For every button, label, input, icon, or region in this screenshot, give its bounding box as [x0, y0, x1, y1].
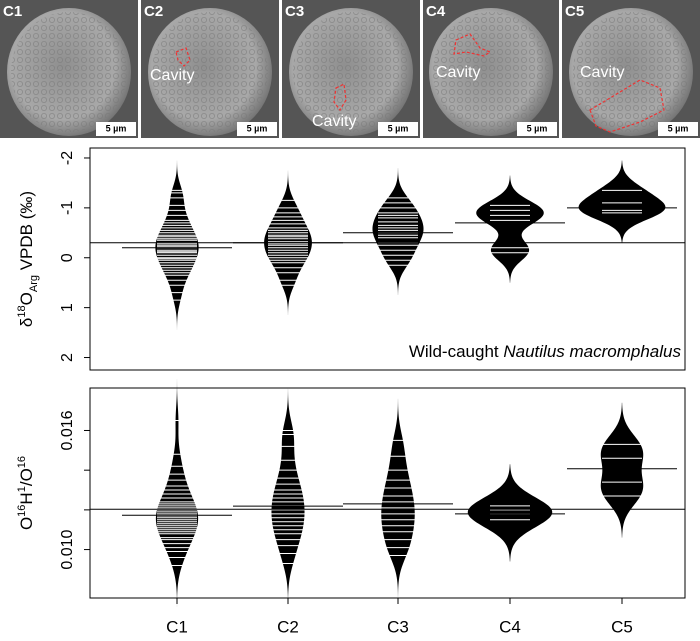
y-axis-label-part: /O	[17, 468, 36, 486]
sem-image: C5 Cavity 5 µm	[562, 0, 700, 138]
y-axis-label-part: O	[17, 292, 36, 305]
x-tick-label: C2	[277, 617, 299, 636]
cavity-label: Cavity	[312, 113, 356, 130]
scale-label: 5 µm	[247, 123, 268, 133]
cavity-outline	[453, 33, 492, 57]
y-axis-label-part: VPDB (‰)	[17, 191, 36, 275]
scale-label: 5 µm	[106, 123, 127, 133]
scale-box	[378, 122, 418, 136]
sem-image: C1 5 µm	[0, 0, 138, 138]
y-axis-label-part: Arg	[28, 275, 40, 292]
y-tick-label: -2	[59, 151, 76, 165]
cavity-outline	[175, 47, 191, 67]
scale-label: 5 µm	[527, 123, 548, 133]
cavity-outline	[589, 79, 665, 133]
y-axis-label-part: H	[17, 492, 36, 504]
cavity-label: Cavity	[580, 64, 624, 81]
scale-box	[658, 122, 698, 136]
y-axis-label-part: 16	[16, 505, 28, 517]
y-tick-label: 0	[59, 253, 76, 262]
scale-label: 5 µm	[668, 123, 689, 133]
y-tick-label: 2	[59, 353, 76, 362]
specimen-texture	[293, 12, 409, 132]
image-label: C5	[565, 3, 584, 20]
x-tick-label: C3	[387, 617, 409, 636]
sem-image: C3 Cavity 5 µm	[282, 0, 420, 138]
scale-label: 5 µm	[388, 123, 409, 133]
annotation: Wild-caught Nautilus macromphalus	[409, 342, 682, 361]
y-tick-label: 1	[59, 303, 76, 312]
violin	[476, 175, 544, 283]
violin	[155, 378, 199, 608]
violin	[372, 167, 424, 296]
plot-frame	[89, 147, 686, 371]
image-label: C3	[285, 3, 304, 20]
y-tick-label: 0.010	[59, 529, 76, 569]
cavity-outline	[333, 83, 347, 112]
y-tick-label: -1	[59, 201, 76, 215]
y-axis-label: δ18OArg VPDB (‰)	[16, 191, 40, 327]
violin	[381, 398, 415, 598]
specimen-texture	[433, 12, 549, 132]
cavity-label: Cavity	[150, 67, 194, 84]
violin	[578, 160, 666, 243]
annotation-italic: Nautilus macromphalus	[503, 342, 681, 361]
violin	[467, 464, 553, 562]
image-label: C2	[144, 3, 163, 20]
scale-box	[96, 122, 136, 136]
specimen-texture	[152, 12, 268, 132]
plot-frame	[89, 387, 686, 599]
x-tick-label: C1	[166, 617, 188, 636]
image-label: C1	[3, 3, 22, 20]
y-axis-label-part: 16	[16, 456, 28, 468]
sem-image: C4 Cavity 5 µm	[423, 0, 559, 138]
y-axis-label-part: O	[17, 517, 36, 530]
sem-image: C2 Cavity 5 µm	[141, 0, 279, 138]
y-axis-label-part: δ	[17, 318, 36, 327]
x-tick-label: C5	[611, 617, 633, 636]
specimen-texture	[11, 12, 127, 132]
annotation-text: Wild-caught	[409, 342, 499, 361]
y-axis-label: O16H1/O16	[16, 456, 37, 530]
image-label: C4	[426, 3, 446, 20]
x-tick-label: C4	[499, 617, 521, 636]
y-axis-label-part: 1	[16, 486, 28, 492]
scale-box	[237, 122, 277, 136]
violin	[271, 388, 305, 606]
scale-box	[517, 122, 557, 136]
specimen-texture	[573, 12, 689, 132]
y-tick-label: 0.016	[59, 410, 76, 450]
cavity-label: Cavity	[436, 64, 480, 81]
violin	[600, 402, 644, 538]
y-axis-label-part: 18	[16, 305, 28, 317]
